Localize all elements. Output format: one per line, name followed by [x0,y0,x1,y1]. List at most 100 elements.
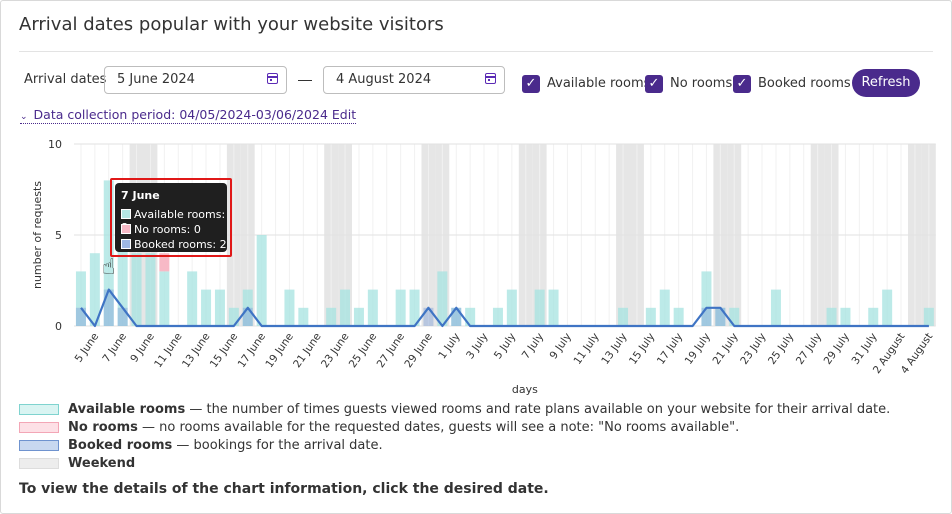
bar-available [437,271,448,326]
bar-available [840,307,851,326]
x-tick-label: 15 July [627,331,657,367]
bar-available [145,253,156,326]
bar-available [923,307,934,326]
bar-available [492,307,503,326]
legend-swatch-weekend [19,458,59,469]
legend-swatch-available [19,404,59,415]
x-tick-label: 19 July [683,331,713,367]
bar-available [534,289,545,326]
date-to-field[interactable]: 4 August 2024 [323,66,505,94]
bar-available [367,289,378,326]
chart-tooltip-highlight: 7 June Available rooms: 8 No rooms: 0 Bo… [110,178,232,257]
refresh-button[interactable]: Refresh [852,69,920,97]
x-tick-label: 29 June [402,331,435,370]
x-tick-label: 17 July [655,331,685,367]
bar-no-rooms [159,253,170,272]
bar-available [395,289,406,326]
bar-available [117,216,128,326]
x-tick-label: 3 July [464,331,490,362]
bar-available [326,307,337,326]
bar-available [715,307,726,326]
y-tick-label: 5 [55,229,62,242]
bar-available [729,307,740,326]
period-text: Data collection period: 04/05/2024-03/06… [33,107,357,122]
no-rooms-checkbox[interactable]: ✓ [645,75,663,93]
bar-booked [75,307,86,326]
bar-available [465,307,476,326]
bar-available [353,307,364,326]
legend-swatch-no-rooms [19,422,59,433]
x-tick-label: 1 July [436,331,462,362]
bar-available [826,307,837,326]
booked-rooms-checkbox-label[interactable]: Booked rooms [758,76,851,91]
legend-swatch-booked [19,440,59,451]
date-from-field[interactable]: 5 June 2024 [104,66,287,94]
arrival-dates-label: Arrival dates [24,72,107,87]
bar-available [701,271,712,326]
bar-available [882,289,893,326]
bar-available [103,180,114,326]
x-axis-label: days [512,383,538,396]
legend-name: No rooms [68,420,138,435]
bar-available [506,289,517,326]
calendar-icon[interactable] [485,73,496,84]
x-tick-label: 5 June [73,331,102,365]
bar-available [770,289,781,326]
line-booked-rooms [80,288,929,328]
tooltip-row-available: Available rooms: 8 [121,208,227,234]
x-tick-label: 9 June [128,331,157,365]
x-tick-label: 9 July [547,331,573,362]
legend-name: Available rooms [68,402,186,417]
bar-booked [701,307,712,326]
x-tick-label: 7 June [100,331,129,365]
tooltip-row-label: No rooms: 0 [134,223,201,236]
x-tick-label: 29 July [822,331,852,367]
bar-available [451,307,462,326]
tooltip-row-label: Booked rooms: 2 [134,238,227,251]
available-rooms-checkbox[interactable]: ✓ [522,75,540,93]
legend-desc: — bookings for the arrival date. [172,438,383,453]
bar-available [340,289,351,326]
y-axis-label: number of requests [31,181,44,289]
bar-available [409,289,420,326]
bar-available [256,235,267,326]
chart-tooltip: 7 June Available rooms: 8 No rooms: 0 Bo… [115,183,227,252]
tooltip-swatch [121,239,131,249]
bar-available [187,271,198,326]
booked-rooms-checkbox[interactable]: ✓ [733,75,751,93]
x-tick-label: 13 July [599,331,629,367]
x-tick-label: 21 July [710,331,740,367]
bar-booked [423,307,434,326]
no-rooms-checkbox-label[interactable]: No rooms [670,76,733,91]
bar-booked [715,307,726,326]
available-rooms-checkbox-label[interactable]: Available rooms [547,76,651,91]
x-tick-label: 11 July [571,331,601,367]
date-range-separator [298,80,312,81]
bar-available [89,253,100,326]
x-tick-label: 25 July [766,331,796,367]
calendar-icon[interactable] [267,73,278,84]
bar-available [868,307,879,326]
legend-desc: — no rooms available for the requested d… [137,420,740,435]
bar-booked [117,307,128,326]
bar-booked [451,307,462,326]
x-tick-label: 27 July [794,331,824,367]
bar-available [618,307,629,326]
chart-help-text: To view the details of the chart informa… [19,481,549,497]
bar-available [548,289,559,326]
bar-available [228,307,239,326]
bar-available [131,253,142,326]
bar-available [159,271,170,326]
y-tick-label: 10 [48,138,62,151]
x-tick-label: 7 July [520,331,546,362]
bar-available [673,307,684,326]
bar-available [298,307,309,326]
chevron-down-icon: ⌄ [20,112,28,122]
x-tick-label: 5 July [492,331,518,362]
legend-desc: — the number of times guests viewed room… [185,402,891,417]
date-from-value: 5 June 2024 [117,72,195,87]
legend-name: Weekend [68,456,136,471]
tooltip-row-no-rooms: No rooms: 0 [121,223,201,236]
data-collection-period-link[interactable]: ⌄ Data collection period: 04/05/2024-03/0… [20,107,357,124]
